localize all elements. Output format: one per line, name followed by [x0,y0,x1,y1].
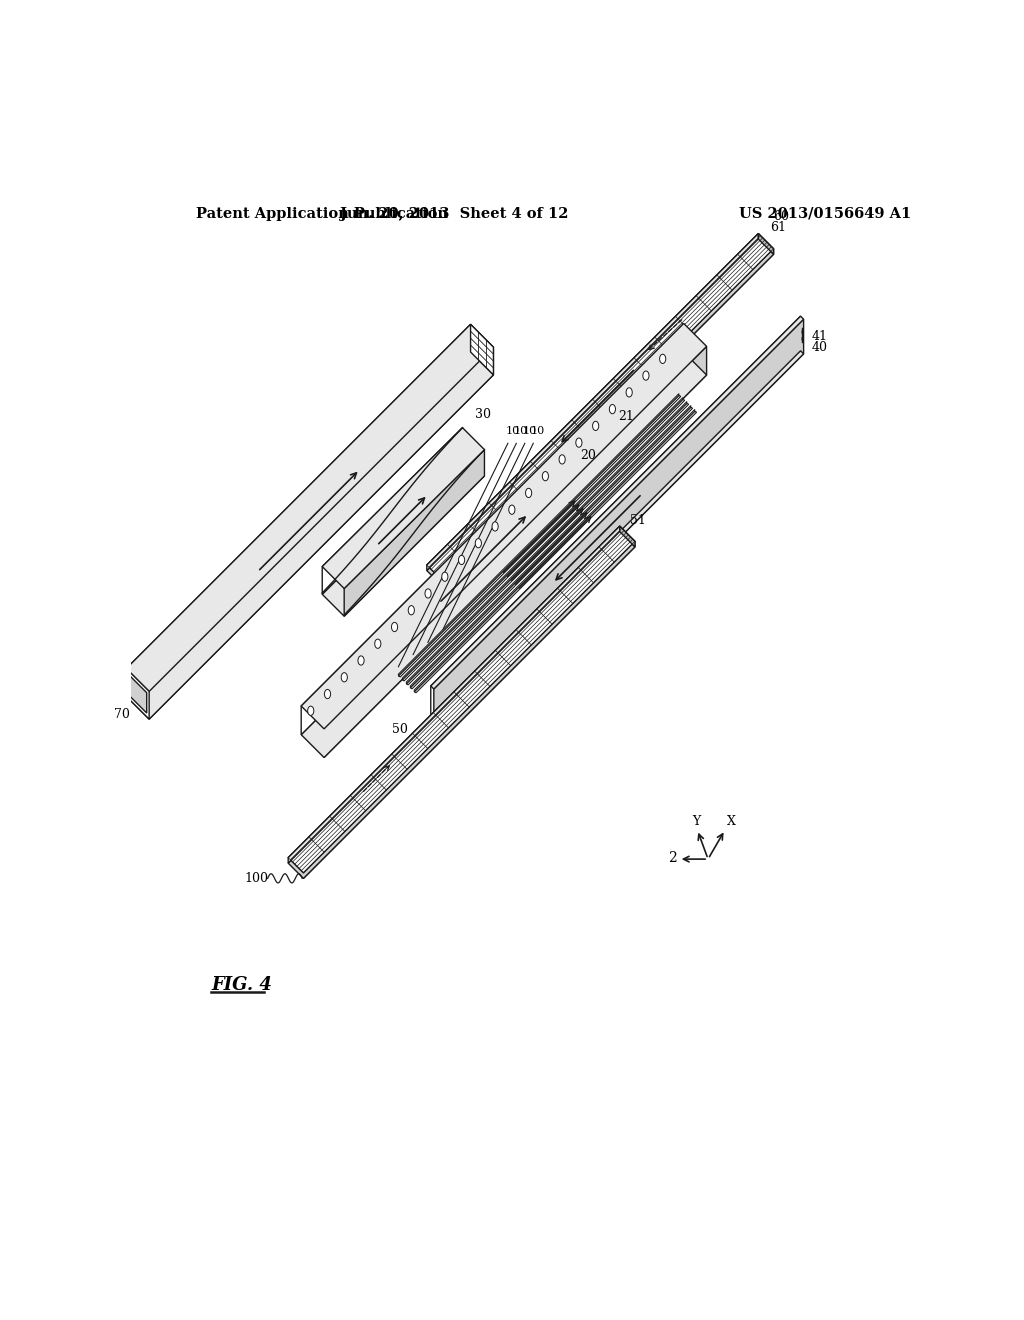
Text: 10: 10 [522,426,537,436]
Text: Patent Application Publication: Patent Application Publication [196,207,449,220]
Text: 61: 61 [770,222,786,235]
Text: 100: 100 [245,873,268,886]
Ellipse shape [609,404,615,413]
Ellipse shape [475,539,481,548]
Text: 10: 10 [531,426,545,436]
Text: Jun. 20, 2013  Sheet 4 of 12: Jun. 20, 2013 Sheet 4 of 12 [340,207,568,220]
Polygon shape [759,234,773,255]
Polygon shape [323,428,463,594]
Polygon shape [344,450,484,616]
Polygon shape [303,541,635,878]
Polygon shape [415,412,696,693]
Text: 20: 20 [581,449,596,462]
Ellipse shape [325,689,331,698]
Polygon shape [324,346,707,758]
Polygon shape [150,347,494,719]
Polygon shape [620,527,635,546]
Polygon shape [431,317,801,721]
Polygon shape [402,397,683,680]
Text: 41: 41 [811,330,827,343]
Text: 50: 50 [392,723,408,737]
Ellipse shape [492,521,499,531]
Polygon shape [126,668,150,719]
Ellipse shape [425,589,431,598]
Polygon shape [427,234,759,570]
Polygon shape [301,323,707,729]
Text: X: X [727,816,735,828]
Polygon shape [431,351,804,723]
Polygon shape [411,405,691,688]
Polygon shape [427,234,773,581]
Polygon shape [288,527,635,873]
Polygon shape [301,323,684,735]
Polygon shape [411,408,692,689]
Polygon shape [402,400,685,681]
Ellipse shape [525,488,531,498]
Ellipse shape [643,371,649,380]
Polygon shape [407,401,687,684]
Polygon shape [126,352,494,719]
Ellipse shape [409,606,415,615]
Text: 21: 21 [618,411,635,424]
Text: 40: 40 [811,342,827,354]
Polygon shape [427,239,773,586]
Ellipse shape [593,421,599,430]
Text: 30: 30 [475,408,490,421]
Polygon shape [431,317,804,689]
Ellipse shape [375,639,381,648]
Ellipse shape [626,388,632,397]
Text: 10: 10 [506,426,520,436]
Ellipse shape [341,673,347,682]
Text: 10: 10 [514,426,528,436]
Ellipse shape [559,455,565,465]
Polygon shape [407,404,689,685]
Polygon shape [288,527,620,863]
Ellipse shape [358,656,365,665]
Polygon shape [398,393,679,676]
Polygon shape [301,352,707,758]
Polygon shape [434,319,804,723]
Polygon shape [442,248,773,586]
Polygon shape [126,325,471,696]
Text: FIG. 4: FIG. 4 [211,975,272,994]
Text: 2: 2 [668,851,677,865]
Ellipse shape [391,622,397,631]
Polygon shape [129,675,146,713]
Text: 60: 60 [773,210,790,223]
Ellipse shape [575,438,582,447]
Text: 51: 51 [630,513,646,527]
Text: 70: 70 [114,708,130,721]
Text: Y: Y [692,816,700,828]
Polygon shape [288,532,635,878]
Ellipse shape [509,506,515,515]
Ellipse shape [459,556,465,565]
Polygon shape [323,454,484,616]
Ellipse shape [659,354,666,363]
Polygon shape [471,325,494,375]
Ellipse shape [307,706,313,715]
Polygon shape [126,325,494,692]
Text: US 2013/0156649 A1: US 2013/0156649 A1 [739,207,911,220]
Polygon shape [398,396,681,677]
Polygon shape [415,409,694,692]
Ellipse shape [441,572,447,581]
Ellipse shape [543,471,549,480]
Polygon shape [323,428,484,589]
